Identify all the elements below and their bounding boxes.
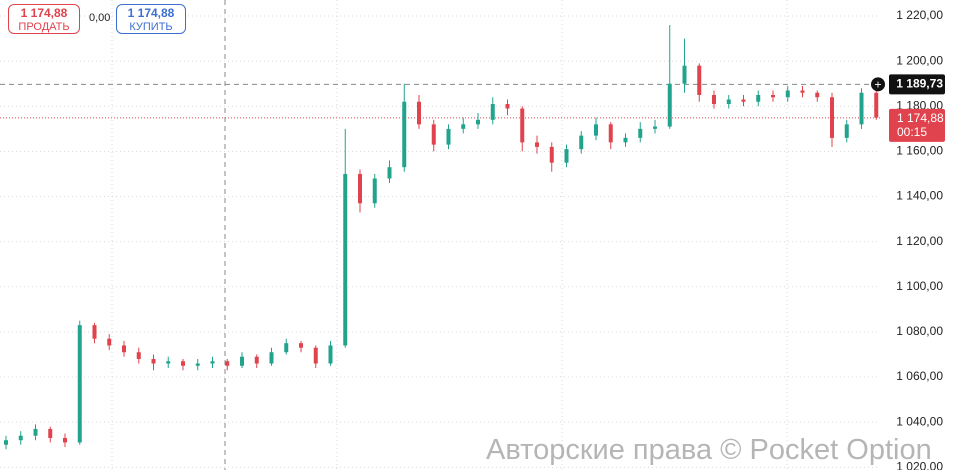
candle-body: [299, 343, 303, 348]
candle-body: [254, 356, 259, 364]
sell-label: ПРОДАТЬ: [18, 21, 70, 33]
candle-body: [712, 94, 716, 105]
candle-body: [682, 65, 687, 84]
y-tick-label: 1 120,00: [896, 234, 943, 248]
candle-body: [107, 338, 112, 346]
candle-body: [771, 94, 775, 98]
candle-body: [505, 104, 510, 109]
candle-body: [4, 440, 8, 445]
candle-body: [63, 437, 67, 443]
candle-body: [240, 356, 244, 366]
candle-body: [225, 361, 230, 366]
candle-body: [372, 178, 377, 204]
candle-body: [358, 173, 362, 204]
add-alert-icon: [871, 77, 885, 92]
add-alert-plus: +: [874, 77, 881, 91]
y-tick-label: 1 080,00: [896, 324, 943, 338]
candle-body: [446, 128, 451, 145]
candle-body: [859, 92, 864, 125]
candle-body: [210, 361, 215, 364]
candle-body: [48, 428, 53, 438]
buy-button[interactable]: 1 174,88 КУПИТЬ: [116, 4, 186, 34]
candle-body: [756, 94, 761, 102]
candle-body: [697, 65, 702, 95]
candle-body: [874, 92, 879, 118]
candle-body: [520, 108, 525, 143]
candle-body: [741, 99, 746, 102]
candle-body: [18, 435, 23, 441]
candle-body: [166, 361, 171, 364]
sell-button[interactable]: 1 174,88 ПРОДАТЬ: [8, 4, 80, 34]
candle-body: [151, 358, 156, 364]
current-price-box: [889, 108, 945, 142]
buy-price: 1 174,88: [127, 6, 175, 20]
crosshair-price-box: [889, 74, 945, 95]
candle-body: [284, 343, 289, 353]
candle-body: [535, 142, 539, 147]
candle-body: [431, 124, 436, 145]
y-tick-label: 1 140,00: [896, 189, 943, 203]
y-tick-label: 1 100,00: [896, 279, 943, 293]
candle-body: [33, 428, 38, 436]
candle-body: [328, 345, 333, 364]
candle-body: [579, 135, 584, 150]
spread: 0,00: [89, 12, 111, 24]
candle-body: [830, 97, 834, 138]
candle-body: [726, 99, 731, 105]
candle-body: [122, 345, 126, 353]
candle-body: [800, 90, 805, 93]
candle-body: [785, 90, 790, 98]
candle-body: [269, 352, 274, 364]
candle-body: [653, 126, 657, 129]
y-tick-label: 1 060,00: [896, 369, 943, 383]
candle-body: [549, 146, 554, 163]
candle-body: [402, 101, 407, 168]
candle-body: [564, 149, 569, 163]
y-tick-label: 1 040,00: [896, 414, 943, 428]
candle-body: [136, 352, 141, 359]
candle-body: [92, 325, 97, 339]
candle-body: [195, 363, 200, 366]
candle-body: [387, 167, 392, 179]
y-tick-label: 1 220,00: [896, 8, 943, 22]
candle-body: [461, 124, 466, 129]
current-price-timer: 00:15: [897, 125, 927, 139]
y-tick-label: 1 020,00: [896, 459, 943, 470]
candle-body: [608, 124, 613, 143]
candle-body: [638, 128, 643, 138]
y-tick-label: 1 160,00: [896, 144, 943, 158]
watermark: Авторские права © Pocket Option: [486, 434, 932, 466]
candle-body: [181, 361, 185, 366]
candle-body: [490, 104, 495, 120]
candle-body: [844, 124, 849, 138]
candle-body: [815, 92, 820, 98]
candle-body: [594, 124, 598, 136]
y-tick-label: 1 200,00: [896, 53, 943, 67]
crosshair-price-label: 1 189,73: [896, 76, 943, 90]
candle-body: [313, 347, 318, 364]
candle-body: [417, 101, 421, 125]
sell-price: 1 174,88: [20, 6, 68, 20]
candle-body: [343, 173, 348, 346]
buy-label: КУПИТЬ: [129, 21, 173, 33]
candle-body: [667, 83, 672, 127]
candle-body: [77, 325, 82, 443]
candle-body: [476, 119, 480, 125]
current-price-label: 1 174,88: [897, 111, 944, 125]
candle-body: [623, 137, 628, 143]
